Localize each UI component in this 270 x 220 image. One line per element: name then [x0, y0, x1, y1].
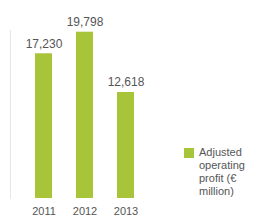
svg-text:2011: 2011	[32, 205, 56, 217]
html-text:Adjusted operating profit (€ m: Adjusted operating profit (€ million)	[199, 146, 245, 197]
svg-text:19,798: 19,798	[67, 15, 104, 29]
svg-text:2012: 2012	[73, 205, 97, 217]
svg-text:2013: 2013	[114, 205, 138, 217]
svg-text:17,230: 17,230	[26, 37, 63, 51]
svg-text:12,618: 12,618	[108, 75, 145, 89]
